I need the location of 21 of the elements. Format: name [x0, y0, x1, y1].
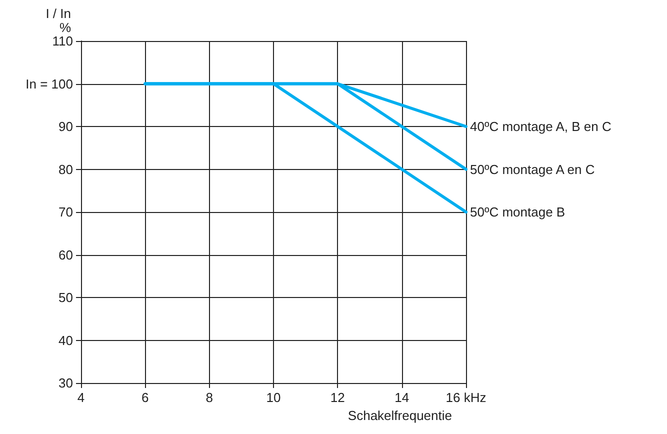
y-tick-label: 90: [58, 119, 73, 134]
x-tick-label: 4: [77, 390, 85, 405]
series-label: 50ºC montage A en C: [470, 162, 595, 177]
x-tick-label: 12: [330, 390, 345, 405]
y-tick-label: 110: [52, 34, 73, 48]
y-tick-label: 80: [58, 162, 73, 177]
x-tick-label: 8: [206, 390, 213, 405]
y-tick-label: 50: [58, 290, 73, 305]
x-tick-label: 10: [266, 390, 281, 405]
y-tick-label: 60: [58, 247, 73, 262]
y-tick-label: In = 100: [26, 76, 73, 92]
x-axis-title: Schakelfrequentie: [348, 408, 452, 423]
series-label: 50ºC montage B: [470, 204, 566, 220]
y-tick-label: 40: [58, 332, 73, 348]
series-label: 40ºC montage A, B en C: [470, 119, 612, 134]
y-tick-label: 70: [58, 204, 73, 220]
x-tick-label: 14: [394, 390, 410, 405]
x-tick-label: 16 kHz: [446, 390, 486, 405]
y-tick-label: 30: [58, 376, 73, 390]
x-tick-label: 6: [142, 390, 149, 405]
y-axis-title: I / In %: [46, 6, 72, 36]
